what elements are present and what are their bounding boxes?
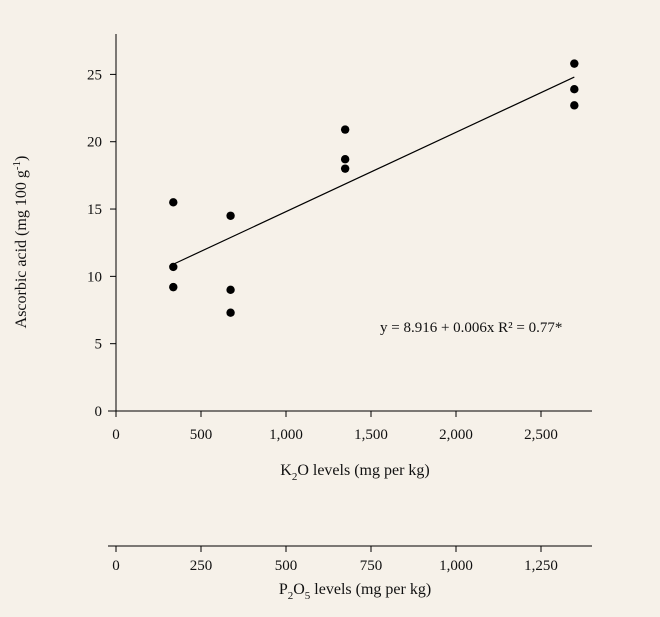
y-tick-label: 5 xyxy=(95,337,103,353)
y-tick-label: 15 xyxy=(87,202,102,218)
y-axis-title: Ascorbic acid (mg 100 g-1) xyxy=(11,156,30,329)
secondary-x-tick-label: 250 xyxy=(190,558,213,574)
y-tick-label: 0 xyxy=(95,404,103,420)
secondary-x-tick-label: 0 xyxy=(112,558,120,574)
x-tick-label: 500 xyxy=(190,427,213,443)
data-point xyxy=(226,308,235,317)
trend-line xyxy=(173,76,575,265)
y-tick-label: 20 xyxy=(87,135,102,151)
x-tick-label: 2,000 xyxy=(439,427,473,443)
secondary-x-tick-label: 1,000 xyxy=(439,558,473,574)
x-tick-label: 1,000 xyxy=(269,427,303,443)
x-axis-title: K2O levels (mg per kg) xyxy=(280,462,429,483)
y-tick-label: 25 xyxy=(87,67,102,83)
x-tick-label: 1,500 xyxy=(354,427,388,443)
secondary-x-axis-title: P2O5 levels (mg per kg) xyxy=(279,581,431,602)
data-point xyxy=(169,198,178,207)
regression-equation: y = 8.916 + 0.006x R² = 0.77* xyxy=(380,320,562,336)
data-point xyxy=(340,164,350,173)
secondary-x-tick-label: 500 xyxy=(275,558,298,574)
data-point xyxy=(226,211,235,220)
x-tick-label: 0 xyxy=(112,427,120,443)
data-point xyxy=(169,262,178,272)
data-point xyxy=(226,285,235,295)
data-points xyxy=(169,59,579,317)
data-point xyxy=(570,85,579,94)
data-point xyxy=(570,101,579,110)
secondary-x-tick-label: 750 xyxy=(360,558,383,574)
data-point xyxy=(169,282,178,292)
secondary-x-tick-label: 1,250 xyxy=(524,558,558,574)
tick-marks xyxy=(110,73,542,552)
x-tick-label: 2,500 xyxy=(524,427,558,443)
data-point xyxy=(340,155,350,164)
data-point xyxy=(340,125,350,134)
y-tick-label: 10 xyxy=(87,269,102,285)
data-point xyxy=(570,59,579,68)
